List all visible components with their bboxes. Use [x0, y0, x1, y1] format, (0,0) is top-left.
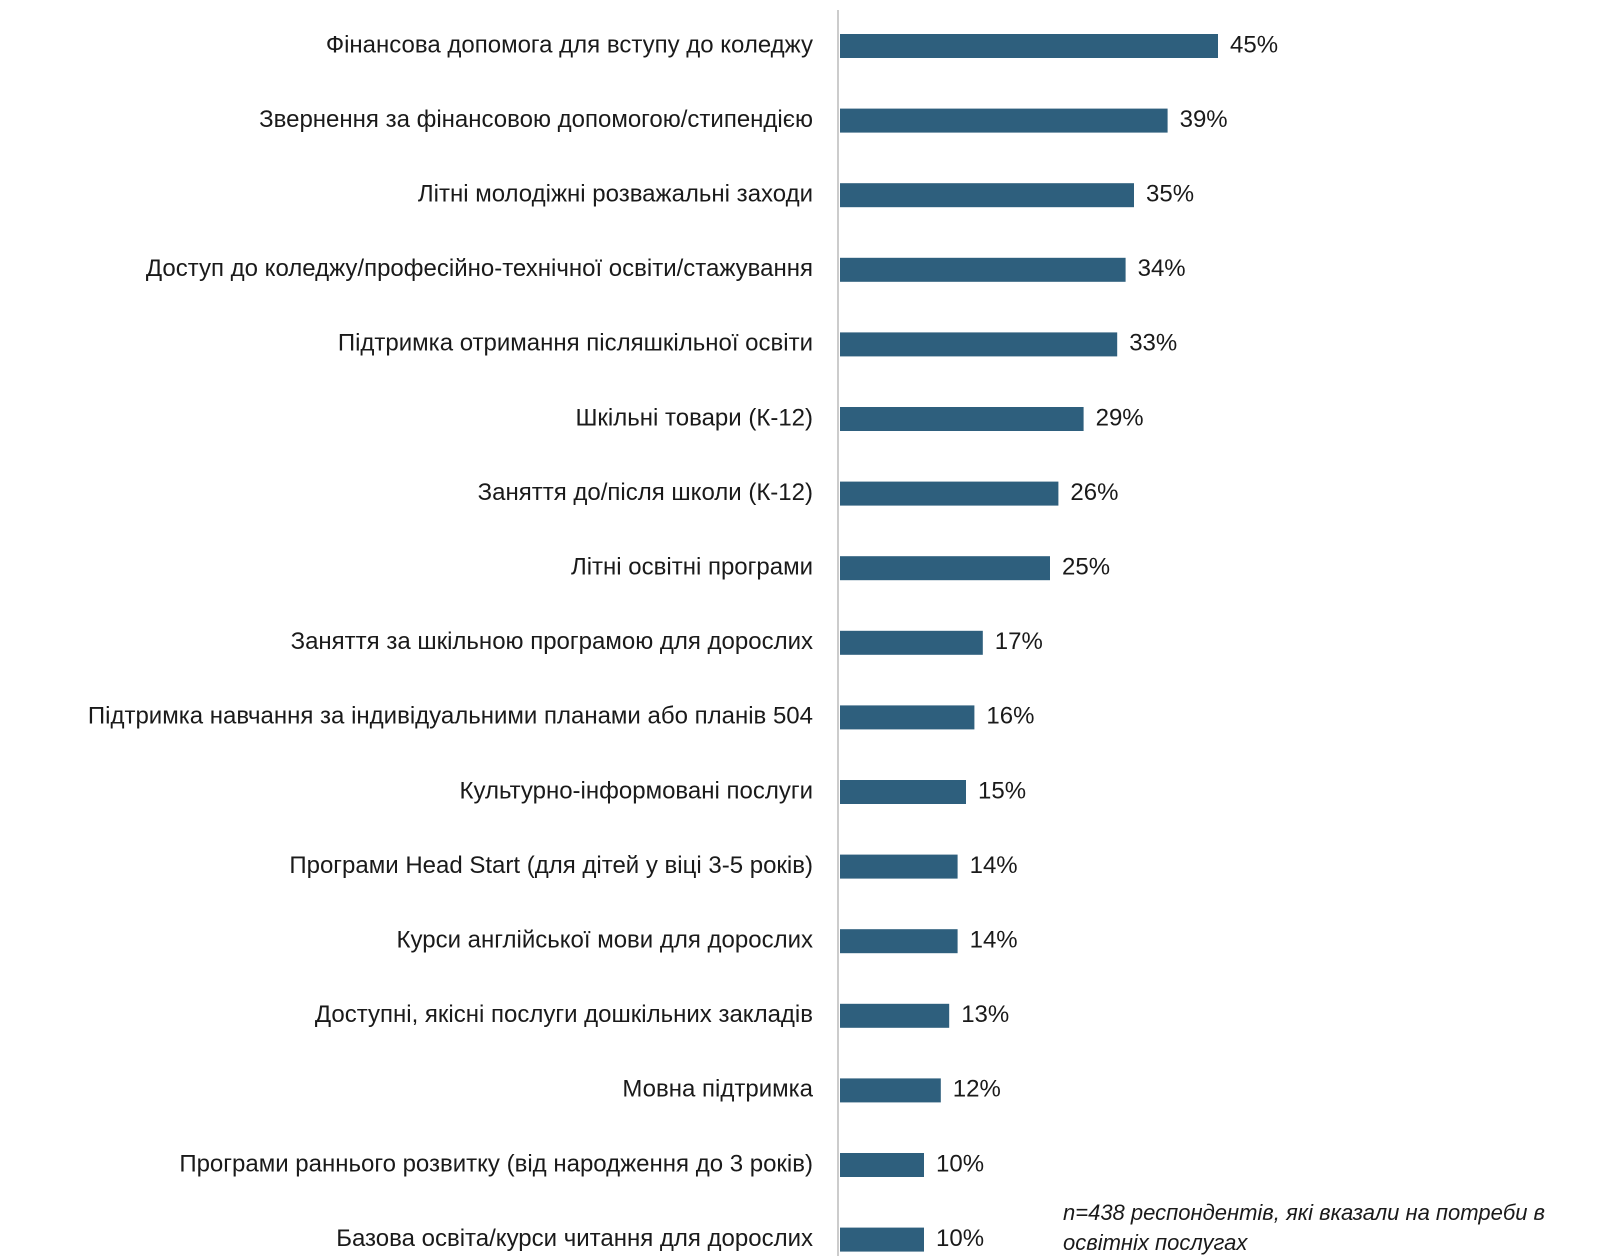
bar	[840, 257, 1126, 282]
category-label: Доступ до коледжу/професійно-технічної о…	[146, 255, 813, 282]
value-label: 10%	[936, 1225, 984, 1252]
footnote: n=438 респондентів, які вказали на потре…	[1063, 1200, 1546, 1255]
value-label: 35%	[1146, 181, 1194, 208]
bar	[840, 108, 1168, 133]
category-label: Шкільні товари (К-12)	[575, 404, 813, 431]
category-label: Програми раннього розвитку (від народжен…	[179, 1150, 813, 1177]
category-label: Базова освіта/курси читання для дорослих	[336, 1225, 813, 1252]
value-label: 17%	[995, 628, 1043, 655]
category-label: Підтримка отримання післяшкільної освіти	[338, 330, 813, 357]
value-label: 13%	[961, 1001, 1009, 1028]
category-label: Підтримка навчання за індивідуальними пл…	[88, 703, 813, 730]
bar	[840, 1078, 941, 1103]
category-label: Звернення за фінансовою допомогою/стипен…	[259, 106, 813, 133]
category-label: Доступні, якісні послуги дошкільних закл…	[315, 1001, 813, 1028]
bar	[840, 630, 983, 655]
category-label: Фінансова допомога для вступу до коледжу	[326, 31, 813, 58]
bar	[840, 854, 958, 879]
value-label: 45%	[1230, 31, 1278, 58]
value-label: 25%	[1062, 554, 1110, 581]
value-label: 15%	[978, 777, 1026, 804]
value-label: 16%	[986, 703, 1034, 730]
bar	[840, 1003, 950, 1028]
value-label: 39%	[1180, 106, 1228, 133]
category-label: Заняття за шкільною програмою для доросл…	[291, 628, 813, 655]
value-label: 33%	[1129, 330, 1177, 357]
bar	[840, 183, 1134, 208]
bar	[840, 929, 958, 954]
value-label: 29%	[1096, 404, 1144, 431]
bar	[840, 780, 966, 804]
category-label: Курси англійської мови для дорослих	[397, 927, 813, 954]
bar	[840, 1227, 924, 1252]
bar	[840, 1153, 924, 1177]
bar	[840, 556, 1050, 581]
value-label: 14%	[970, 927, 1018, 954]
value-label: 26%	[1070, 479, 1118, 506]
bar	[840, 34, 1218, 58]
bar	[840, 481, 1059, 506]
category-label: Літні освітні програми	[571, 554, 813, 581]
value-label: 10%	[936, 1150, 984, 1177]
bar	[840, 705, 975, 730]
value-label: 34%	[1138, 255, 1186, 282]
category-label: Літні молодіжні розважальні заходи	[418, 181, 813, 208]
value-label: 14%	[970, 852, 1018, 879]
category-label: Програми Head Start (для дітей у віці 3-…	[289, 852, 813, 879]
category-label: Заняття до/після школи (К-12)	[478, 479, 813, 506]
bar	[840, 407, 1084, 431]
category-label: Мовна підтримка	[622, 1076, 813, 1103]
bar	[840, 332, 1118, 357]
value-label: 12%	[953, 1076, 1001, 1103]
category-label: Культурно-інформовані послуги	[460, 777, 813, 804]
